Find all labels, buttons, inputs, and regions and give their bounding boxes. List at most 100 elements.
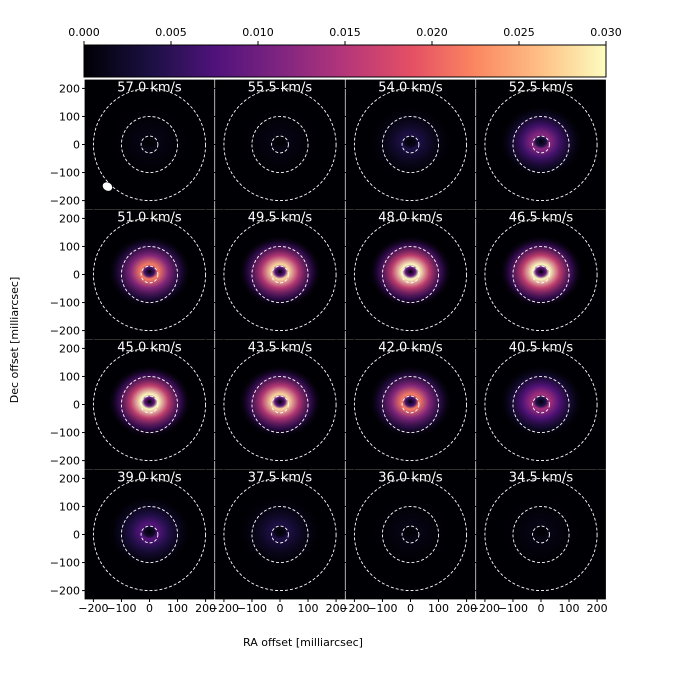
ring bbox=[401, 265, 420, 284]
colorbar-tick-label: 0.000 bbox=[68, 26, 100, 39]
ring bbox=[484, 217, 598, 332]
ring bbox=[532, 135, 550, 154]
panel bbox=[215, 470, 345, 599]
panel-label: 37.5 km/s bbox=[248, 471, 313, 486]
x-tick-label: 200 bbox=[326, 602, 347, 615]
beam bbox=[102, 182, 113, 191]
ring bbox=[512, 116, 570, 173]
x-tick-label: 200 bbox=[456, 602, 477, 615]
colorbar-tick-label: 0.025 bbox=[503, 26, 535, 39]
ring bbox=[140, 135, 159, 154]
ring bbox=[251, 506, 309, 563]
ring bbox=[382, 116, 439, 173]
panel-label: 48.0 km/s bbox=[378, 211, 443, 226]
colorbar bbox=[83, 44, 607, 78]
y-tick-label: 0 bbox=[73, 139, 80, 152]
panel-label: 54.0 km/s bbox=[378, 81, 443, 96]
ring bbox=[512, 376, 570, 433]
panel-label: 57.0 km/s bbox=[117, 81, 182, 96]
y-tick-label: 200 bbox=[59, 342, 80, 355]
ring bbox=[512, 506, 570, 563]
ring bbox=[92, 217, 207, 332]
y-tick-label: −200 bbox=[50, 195, 80, 208]
ring bbox=[140, 395, 159, 414]
emission bbox=[368, 495, 453, 569]
emission bbox=[368, 365, 453, 439]
x-tick-label: −200 bbox=[470, 602, 500, 615]
ring bbox=[251, 376, 309, 433]
y-tick-label: 100 bbox=[59, 500, 80, 513]
y-tick-label: 0 bbox=[73, 399, 80, 412]
ring bbox=[92, 87, 207, 202]
ring bbox=[92, 347, 207, 462]
y-tick-label: 0 bbox=[73, 269, 80, 282]
ring bbox=[271, 265, 289, 284]
emission bbox=[368, 105, 453, 179]
x-tick-label: 100 bbox=[428, 602, 449, 615]
y-tick-label: −200 bbox=[50, 585, 80, 598]
x-tick-label: −100 bbox=[367, 602, 397, 615]
ring bbox=[401, 395, 420, 414]
ring bbox=[512, 246, 570, 303]
panel bbox=[85, 210, 214, 339]
ring bbox=[121, 506, 178, 563]
x-tick-label: −200 bbox=[339, 602, 369, 615]
y-tick-label: −200 bbox=[50, 455, 80, 468]
ring bbox=[382, 246, 439, 303]
panel-label: 36.0 km/s bbox=[378, 471, 443, 486]
emission bbox=[498, 105, 584, 179]
emission bbox=[237, 495, 323, 569]
x-tick-label: 200 bbox=[195, 602, 216, 615]
ring bbox=[382, 376, 439, 433]
emission bbox=[107, 365, 192, 439]
emission bbox=[107, 105, 192, 179]
emission bbox=[107, 235, 192, 309]
panel bbox=[85, 80, 214, 209]
ring bbox=[271, 135, 289, 154]
emission bbox=[498, 495, 584, 569]
ring bbox=[140, 265, 159, 284]
panel-label: 55.5 km/s bbox=[248, 81, 313, 96]
colorbar-tick-label: 0.030 bbox=[590, 26, 622, 39]
panel bbox=[346, 80, 475, 209]
ring bbox=[121, 116, 178, 173]
x-tick-label: 200 bbox=[587, 602, 608, 615]
emission bbox=[237, 235, 323, 309]
panel bbox=[476, 210, 606, 339]
emission bbox=[107, 495, 192, 569]
ring bbox=[92, 477, 207, 592]
emission bbox=[498, 365, 584, 439]
ring bbox=[251, 246, 309, 303]
y-tick-label: 100 bbox=[59, 110, 80, 123]
colorbar-tick-label: 0.015 bbox=[329, 26, 361, 39]
ring bbox=[401, 525, 420, 544]
ring bbox=[353, 347, 468, 462]
ring bbox=[223, 217, 337, 332]
y-tick-label: 100 bbox=[59, 370, 80, 383]
y-tick-label: −100 bbox=[50, 167, 80, 180]
ring bbox=[121, 246, 178, 303]
y-tick-label: −200 bbox=[50, 325, 80, 338]
ring bbox=[271, 395, 289, 414]
panel-label: 42.0 km/s bbox=[378, 341, 443, 356]
panel-label: 51.0 km/s bbox=[117, 211, 182, 226]
ring bbox=[353, 217, 468, 332]
y-tick-label: −100 bbox=[50, 297, 80, 310]
ring bbox=[353, 477, 468, 592]
ring bbox=[223, 347, 337, 462]
ring bbox=[271, 525, 289, 544]
x-tick-label: −100 bbox=[237, 602, 267, 615]
panel bbox=[215, 210, 345, 339]
colorbar-tick-label: 0.020 bbox=[416, 26, 448, 39]
emission bbox=[237, 105, 323, 179]
ring bbox=[382, 506, 439, 563]
panel bbox=[346, 210, 475, 339]
y-tick-label: 0 bbox=[73, 529, 80, 542]
x-tick-label: 0 bbox=[277, 602, 284, 615]
x-tick-label: −200 bbox=[78, 602, 108, 615]
y-tick-label: −100 bbox=[50, 557, 80, 570]
ring bbox=[484, 477, 598, 592]
panel-label: 52.5 km/s bbox=[509, 81, 574, 96]
panel-label: 49.5 km/s bbox=[248, 211, 313, 226]
panel bbox=[346, 470, 475, 599]
